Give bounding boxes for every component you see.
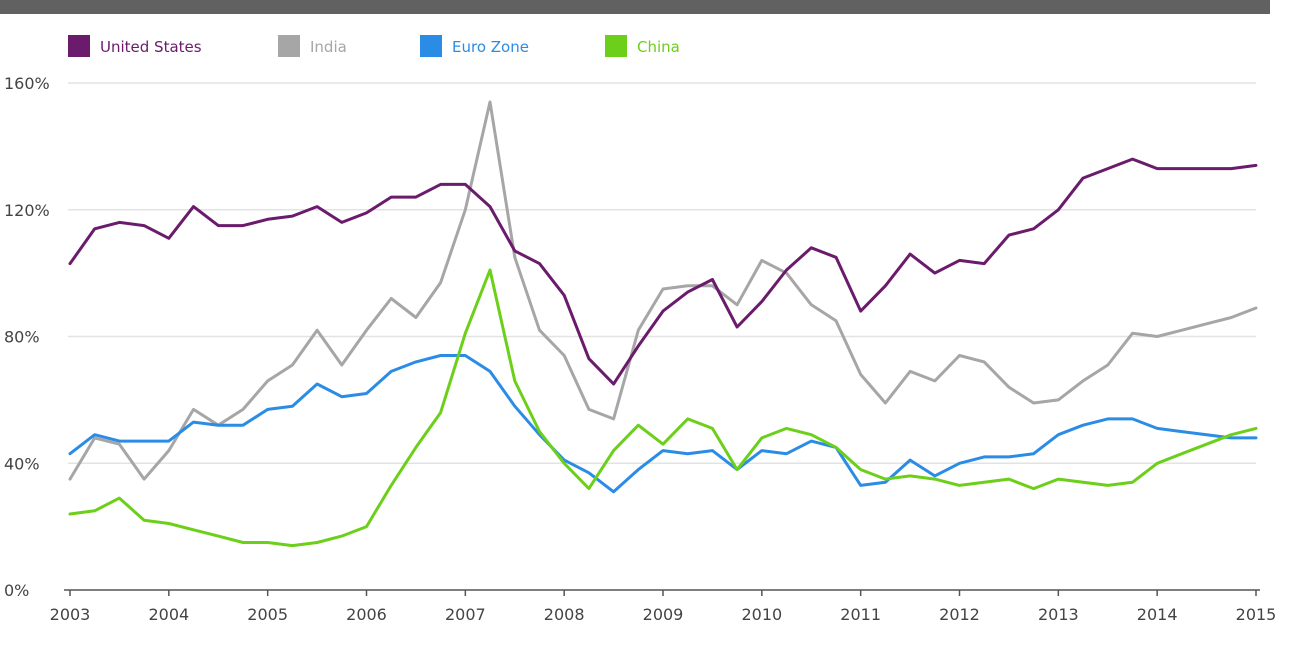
legend-label: India xyxy=(310,38,347,56)
legend-swatch xyxy=(420,35,442,57)
x-tick-label: 2003 xyxy=(50,605,91,624)
legend: United States India Euro Zone China xyxy=(68,35,680,57)
legend-item-india: India xyxy=(278,35,347,57)
x-tick-label: 2015 xyxy=(1236,605,1277,624)
x-tick-label: 2009 xyxy=(643,605,684,624)
x-tick-label: 2006 xyxy=(346,605,387,624)
x-tick-label: 2005 xyxy=(247,605,288,624)
y-tick-label: 40% xyxy=(4,454,40,473)
legend-swatch xyxy=(68,35,90,57)
y-tick-label: 120% xyxy=(4,201,50,220)
y-tick-label: 160% xyxy=(4,74,50,93)
legend-item-euro-zone: Euro Zone xyxy=(420,35,529,57)
legend-item-china: China xyxy=(605,35,680,57)
x-tick-label: 2007 xyxy=(445,605,486,624)
series-lines xyxy=(68,100,1258,548)
series-line-india xyxy=(68,100,1258,481)
series-line-euro-zone xyxy=(68,354,1258,494)
x-axis xyxy=(64,589,1260,596)
x-tick-label: 2013 xyxy=(1038,605,1079,624)
y-tick-label: 80% xyxy=(4,328,40,347)
x-tick-label: 2011 xyxy=(840,605,881,624)
legend-label: China xyxy=(637,38,680,56)
series-line-china xyxy=(68,268,1258,548)
legend-swatch xyxy=(605,35,627,57)
x-tick-label: 2010 xyxy=(741,605,782,624)
legend-label: United States xyxy=(100,38,202,56)
x-tick-labels: 2003 2004 2005 2006 2007 2008 2009 2010 2011 2012… xyxy=(50,605,1277,624)
x-tick-label: 2014 xyxy=(1137,605,1178,624)
y-tick-label: 0% xyxy=(4,581,29,600)
series-line-united-states xyxy=(68,157,1258,386)
x-tick-label: 2012 xyxy=(939,605,980,624)
legend-label: Euro Zone xyxy=(452,38,529,56)
x-tick-label: 2008 xyxy=(544,605,585,624)
legend-item-united-states: United States xyxy=(68,35,202,57)
x-tick-label: 2004 xyxy=(148,605,189,624)
top-banner-bar xyxy=(0,0,1270,14)
y-tick-labels: 0% 40% 80% 120% 160% xyxy=(4,74,50,600)
legend-swatch xyxy=(278,35,300,57)
